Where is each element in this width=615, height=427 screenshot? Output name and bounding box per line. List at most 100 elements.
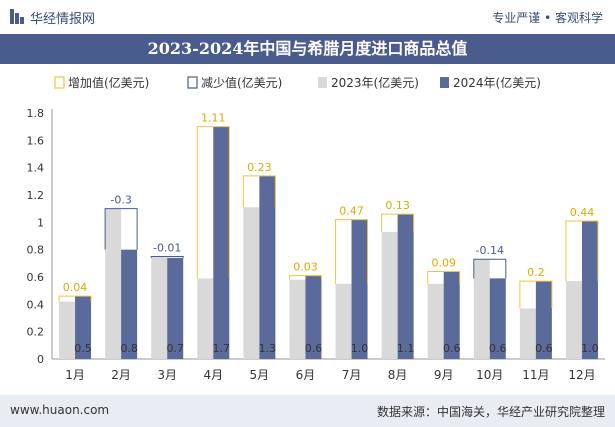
title-bar: 2023-2024年中国与希腊月度进口商品总值: [0, 34, 615, 64]
bar-2024: [121, 249, 138, 359]
x-tick-label: 5月: [250, 368, 270, 382]
x-tick-label: 10月: [476, 368, 503, 382]
y-tick-label: 1.4: [27, 162, 45, 175]
x-tick-label: 7月: [342, 368, 362, 382]
footer-bar: www.huaon.com 数据来源：中国海关，华经产业研究院整理: [0, 395, 615, 427]
y-tick-label: 1.8: [27, 107, 45, 120]
bar-2024: [167, 257, 184, 359]
bar-value-label: 0.5: [74, 342, 92, 355]
bar-2024: [397, 214, 414, 359]
chart-title: 2023-2024年中国与希腊月度进口商品总值: [147, 39, 468, 58]
y-tick-label: 0.6: [27, 271, 45, 284]
change-label: -0.01: [153, 242, 181, 255]
bar-2024: [305, 275, 322, 359]
bar-2023: [59, 301, 76, 359]
y-tick-label: 0.4: [27, 298, 45, 311]
bar-2023: [335, 283, 352, 359]
legend-label: 减少值(亿美元): [201, 75, 282, 90]
legend-swatch: [440, 77, 449, 88]
legend-swatch: [54, 76, 65, 89]
bar-value-label: 1.0: [351, 342, 369, 355]
bar-2023: [473, 259, 490, 359]
x-tick-label: 9月: [434, 368, 454, 382]
x-tick-label: 3月: [157, 368, 177, 382]
bar-value-label: 0.7: [166, 342, 184, 355]
bar-2023: [289, 279, 306, 359]
brand-logo-icon: [10, 9, 24, 24]
y-tick-label: 1: [37, 216, 44, 229]
change-label: 0.03: [293, 261, 318, 274]
bar-2023: [197, 278, 214, 359]
y-tick-label: 1.6: [27, 134, 45, 147]
x-tick-label: 11月: [522, 368, 549, 382]
bar-value-label: 1.3: [259, 342, 277, 355]
bar-2023: [243, 207, 260, 359]
bar-2023: [519, 308, 536, 359]
increase-bracket: [519, 280, 553, 309]
decrease-bracket: [104, 208, 138, 250]
increase-bracket: [196, 126, 230, 279]
increase-bracket: [288, 275, 322, 280]
bar-2023: [427, 283, 444, 359]
bar-2024: [351, 219, 368, 359]
bar-chart: 增加值(亿美元) 减少值(亿美元) 2023年(亿美元) 2024年(亿美元) 0 0.2…: [27, 75, 605, 382]
x-tick-label: 4月: [203, 368, 223, 382]
increase-bracket: [58, 295, 92, 302]
change-label: 0.23: [247, 161, 272, 174]
bar-value-label: 0.6: [489, 342, 507, 355]
increase-bracket: [427, 271, 461, 284]
bar-2023: [151, 256, 168, 359]
bar-2024: [259, 175, 276, 359]
y-tick-label: 1.2: [27, 189, 45, 202]
change-label: 0.47: [339, 205, 364, 218]
bar-value-label: 1.7: [213, 342, 231, 355]
increase-bracket: [242, 175, 276, 208]
decrease-bracket: [473, 258, 507, 279]
y-tick-label: 0.2: [27, 326, 45, 339]
x-tick-label: 6月: [296, 368, 316, 382]
x-tick-label: 2月: [111, 368, 131, 382]
bar-value-label: 1.1: [397, 342, 415, 355]
bar-2023: [565, 281, 582, 359]
bar-2024: [489, 278, 506, 359]
bar-2024: [535, 281, 552, 359]
bar-value-label: 0.8: [120, 342, 138, 355]
bar-2024: [443, 271, 460, 359]
brand-tagline: 专业严谨 • 客观科学: [492, 11, 603, 25]
top-bar: 华经情报网 专业严谨 • 客观科学: [0, 0, 615, 34]
increase-bracket: [381, 213, 415, 232]
bar-value-label: 0.6: [305, 342, 323, 355]
change-label: 0.2: [527, 266, 545, 279]
data-source: 数据来源：中国海关，华经产业研究院整理: [376, 405, 605, 419]
site-url: www.huaon.com: [10, 403, 110, 417]
brand-name: 华经情报网: [30, 12, 96, 27]
bar-2024: [213, 126, 230, 360]
change-label: 0.04: [63, 281, 88, 294]
bar-2024: [75, 296, 92, 359]
y-tick-label: 0: [37, 353, 44, 366]
bar-value-label: 0.6: [443, 342, 461, 355]
legend-label: 2023年(亿美元): [331, 75, 419, 90]
decrease-bracket: [150, 256, 184, 258]
bar-value-label: 1.0: [581, 342, 599, 355]
legend-swatch: [187, 76, 198, 89]
bar-2023: [381, 231, 398, 359]
change-label: 0.44: [570, 206, 595, 219]
change-label: 1.11: [201, 112, 226, 125]
increase-bracket: [335, 219, 369, 284]
bar-value-label: 0.6: [535, 342, 553, 355]
bar-2023: [105, 208, 122, 359]
change-label: 0.09: [431, 257, 456, 270]
legend-label: 2024年(亿美元): [453, 75, 541, 90]
legend-swatch: [318, 77, 327, 88]
x-tick-label: 1月: [65, 368, 85, 382]
y-tick-label: 0.8: [27, 244, 45, 257]
legend-label: 增加值(亿美元): [68, 75, 149, 90]
x-tick-label: 8月: [388, 368, 408, 382]
increase-bracket: [565, 220, 599, 282]
bar-2024: [581, 220, 598, 359]
x-tick-label: 12月: [568, 368, 595, 382]
change-label: 0.13: [385, 199, 410, 212]
change-label: -0.3: [110, 194, 131, 207]
change-label: -0.14: [476, 244, 504, 257]
